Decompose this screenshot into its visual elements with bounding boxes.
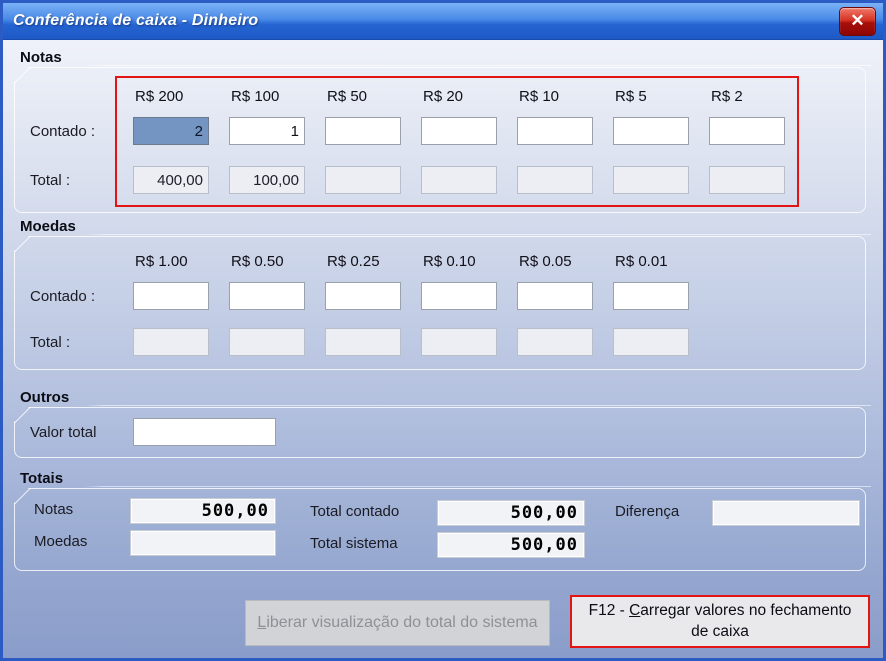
moedas-contado-input-001[interactable] xyxy=(613,282,689,310)
total-sistema-field: 500,00 xyxy=(437,532,585,558)
totais-notas-field: 500,00 xyxy=(130,498,276,524)
notas-contado-input-2[interactable] xyxy=(709,117,785,145)
moedas-col-header: R$ 0.05 xyxy=(519,253,572,270)
liberar-visualizacao-button[interactable]: Liberar visualização do total do sistema xyxy=(245,600,550,646)
liberar-rest: iberar visualização do total do sistema xyxy=(266,614,538,631)
moedas-total-field-005 xyxy=(517,328,593,356)
outros-section-title: Outros xyxy=(20,389,70,406)
moedas-col-header: R$ 0.01 xyxy=(615,253,668,270)
notas-total-field-50 xyxy=(325,166,401,194)
notas-col-header: R$ 20 xyxy=(423,88,464,105)
moedas-contado-input-050[interactable] xyxy=(229,282,305,310)
moedas-total-field-050 xyxy=(229,328,305,356)
notas-total-field-10 xyxy=(517,166,593,194)
moedas-contado-input-025[interactable] xyxy=(325,282,401,310)
moedas-contado-input-100[interactable] xyxy=(133,282,209,310)
notas-contado-row xyxy=(133,117,785,145)
notas-col-header: R$ 2 xyxy=(711,88,743,105)
f12-underline: C xyxy=(629,601,641,619)
valor-total-input[interactable] xyxy=(133,418,276,446)
f12-line1: F12 - Carregar valores no fechamento xyxy=(589,601,852,622)
f12-line2: de caixa xyxy=(691,622,749,640)
total-contado-label: Total contado xyxy=(310,503,400,520)
notas-total-label: Total : xyxy=(30,172,71,189)
totais-moedas-field xyxy=(130,530,276,556)
notas-col-header: R$ 5 xyxy=(615,88,647,105)
notas-total-field-200 xyxy=(133,166,209,194)
notas-total-field-100 xyxy=(229,166,305,194)
moedas-total-row xyxy=(133,328,689,356)
close-button[interactable]: ✕ xyxy=(839,6,876,36)
outros-section-line xyxy=(14,405,871,406)
moedas-col-header: R$ 0.50 xyxy=(231,253,284,270)
title-bar[interactable]: Conferência de caixa - Dinheiro ✕ xyxy=(3,3,883,40)
notas-total-row xyxy=(133,166,785,194)
notas-groupbox xyxy=(14,67,866,213)
total-sistema-label: Total sistema xyxy=(310,535,398,552)
totais-notas-label: Notas xyxy=(34,501,74,518)
total-contado-field: 500,00 xyxy=(437,500,585,526)
notas-total-field-2 xyxy=(709,166,785,194)
liberar-underline: L xyxy=(257,614,267,631)
moedas-total-field-001 xyxy=(613,328,689,356)
notas-col-header: R$ 200 xyxy=(135,88,184,105)
moedas-col-header: R$ 1.00 xyxy=(135,253,188,270)
close-icon: ✕ xyxy=(850,10,865,30)
window-title: Conferência de caixa - Dinheiro xyxy=(13,12,259,29)
moedas-contado-label: Contado : xyxy=(30,288,96,305)
valor-total-label: Valor total xyxy=(30,424,97,441)
totais-groupbox xyxy=(14,488,866,571)
outros-groupbox xyxy=(14,407,866,458)
moedas-header-row: R$ 1.00 R$ 0.50 R$ 0.25 R$ 0.10 R$ 0.05 … xyxy=(133,253,689,270)
notas-col-header: R$ 100 xyxy=(231,88,280,105)
moedas-contado-input-005[interactable] xyxy=(517,282,593,310)
moedas-col-header: R$ 0.25 xyxy=(327,253,380,270)
totais-section-title: Totais xyxy=(20,470,64,487)
notas-total-field-20 xyxy=(421,166,497,194)
moedas-total-field-100 xyxy=(133,328,209,356)
moedas-section-line xyxy=(14,234,871,235)
totais-section-line xyxy=(14,486,871,487)
moedas-contado-row xyxy=(133,282,689,310)
notas-contado-input-100[interactable] xyxy=(229,117,305,145)
notas-contado-input-200[interactable] xyxy=(133,117,209,145)
notas-contado-input-10[interactable] xyxy=(517,117,593,145)
moedas-total-field-010 xyxy=(421,328,497,356)
notas-contado-input-5[interactable] xyxy=(613,117,689,145)
totais-moedas-label: Moedas xyxy=(34,533,88,550)
notas-contado-input-50[interactable] xyxy=(325,117,401,145)
moedas-groupbox xyxy=(14,236,866,370)
notas-section-title: Notas xyxy=(20,49,62,66)
f12-carregar-button[interactable]: F12 - Carregar valores no fechamento de … xyxy=(570,595,870,648)
diferenca-field xyxy=(712,500,860,526)
notas-section-line xyxy=(14,65,871,66)
moedas-total-field-025 xyxy=(325,328,401,356)
f12-prefix: F12 - xyxy=(588,601,630,619)
moedas-section-title: Moedas xyxy=(20,218,76,235)
diferenca-label: Diferença xyxy=(615,503,680,520)
notas-total-field-5 xyxy=(613,166,689,194)
notas-header-row: R$ 200 R$ 100 R$ 50 R$ 20 R$ 10 R$ 5 R$ … xyxy=(133,88,785,105)
notas-contado-input-20[interactable] xyxy=(421,117,497,145)
notas-col-header: R$ 10 xyxy=(519,88,560,105)
moedas-col-header: R$ 0.10 xyxy=(423,253,476,270)
f12-rest: arregar valores no fechamento xyxy=(640,601,852,619)
moedas-contado-input-010[interactable] xyxy=(421,282,497,310)
notas-col-header: R$ 50 xyxy=(327,88,368,105)
moedas-total-label: Total : xyxy=(30,334,71,351)
notas-contado-label: Contado : xyxy=(30,123,96,140)
